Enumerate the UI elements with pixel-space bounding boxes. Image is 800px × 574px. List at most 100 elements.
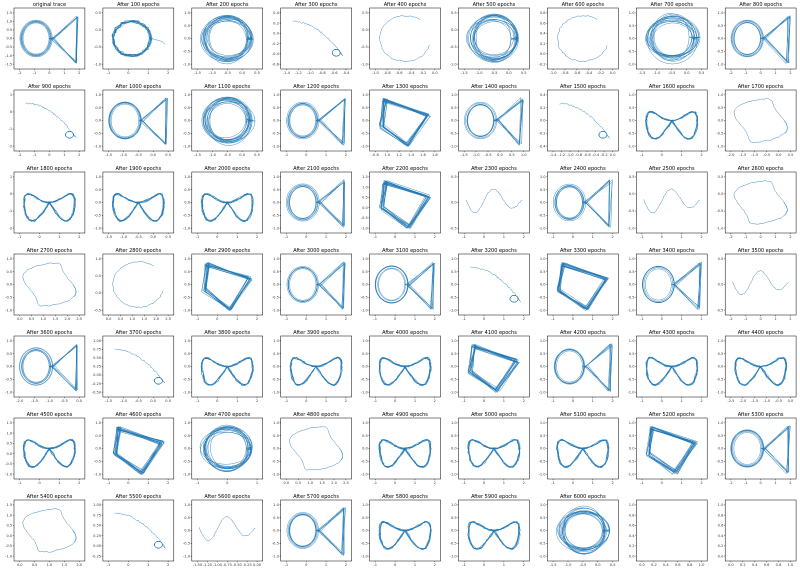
trace-line [733,180,788,225]
plot-frame [191,253,263,316]
y-tick-label: 0.0 [451,201,457,205]
y-tick-label: -0.5 [627,132,634,136]
trace-line [25,102,77,139]
x-tick-label: -2.0 [739,399,747,403]
x-tick-label: -1.25 [203,563,212,567]
trace-line [464,97,524,146]
x-tick-label: -1 [107,481,111,485]
x-tick-label: 0 [216,317,219,321]
x-tick-label: 0.8 [776,563,782,567]
y-tick-label: -0.5 [716,50,723,54]
y-tick-label: 0.0 [451,283,457,287]
y-tick-label: 1.0 [718,503,724,507]
panel-title: After 600 epochs [562,2,605,8]
x-tick-label: -1 [107,563,111,567]
subplot-panel: After 4700 epochs -1 0 1 1.0 0.5 0.0 -0.5 -1.0 [183,412,263,485]
x-tick-label: -1.0 [209,153,217,157]
y-tick-label: 0.2 [273,21,279,25]
subplot-panel: After 1600 epochs -1 0 1 2 1.0 0.5 0.0 -0.5 -1.0 [627,84,708,157]
y-tick-label: 0.4 [273,11,279,15]
x-tick-label: 0.00 [253,563,262,567]
subplot-panel: After 2400 epochs -1 0 1 2 1.0 0.5 0.0 -0.5 -1.0 [539,166,619,239]
x-tick-label: 2 [78,481,80,485]
x-tick-label: 2 [700,235,702,239]
x-tick-label: 0.0 [610,153,616,157]
subplot-panel: After 4400 epochs -2.5 -2.0 -1.5 -1.0 -0.5 0.0… [716,330,797,403]
y-tick-label: 0 [10,192,13,196]
y-tick-label: 0.4 [718,534,724,538]
y-tick-label: 0.5 [451,352,457,356]
y-tick-label: -1.0 [361,554,369,558]
y-tick-label: 1.0 [718,11,724,15]
panel-title: After 900 epochs [28,84,71,90]
x-tick-label: 1 [325,235,327,239]
y-tick-label: 1.0 [95,175,101,179]
y-tick-label: 0.5 [273,434,279,438]
x-tick-label: 1 [414,481,416,485]
y-tick-label: 0.5 [718,257,724,261]
y-tick-label: -0.5 [272,132,279,136]
panel-title: After 100 epochs [117,2,160,8]
trace-line [198,516,256,542]
y-tick-label: 0.0 [184,365,190,369]
y-tick-label: -0.5 [94,460,101,464]
x-tick-label: 0 [483,481,486,485]
trace-line [467,438,521,468]
x-tick-label: 1 [503,481,505,485]
x-tick-label: -1.0 [550,71,558,75]
x-tick-label: 0.0 [684,71,690,75]
x-tick-label: -1.0 [209,71,217,75]
y-tick-label: -0.5 [716,209,723,213]
panel-title: After 3900 epochs [293,330,339,336]
y-tick-label: 1.0 [629,503,635,507]
y-tick-label: 1.0 [184,503,190,507]
y-tick-label: -1.0 [5,308,13,312]
x-tick-label: 1 [58,235,60,239]
trace-line [201,262,253,311]
subplot-panel: After 700 epochs -1.5 -1.0 -0.5 0.0 0.5 1.0 0.5… [627,2,708,75]
y-tick-label: -1.0 [94,472,102,476]
trace-line [467,344,520,393]
panel-title: After 400 epochs [384,2,427,8]
x-tick-label: -0.50 [233,563,243,567]
x-tick-label: -2.0 [16,399,24,403]
y-tick-label: 0.0 [362,28,368,32]
x-tick-label: -1 [744,235,748,239]
panel-title: After 3000 epochs [293,248,339,254]
x-tick-label: 1.8 [432,153,438,157]
x-tick-label: 0.4 [663,563,669,567]
x-tick-label: 1 [325,399,327,403]
trace-line [374,262,435,310]
y-tick-label: -0.5 [183,50,190,54]
x-tick-label: 0.5 [29,317,35,321]
y-tick-label: 0.5 [451,270,457,274]
y-tick-label: 1.0 [540,257,546,261]
x-tick-label: -2 [729,71,733,75]
y-tick-label: -1.0 [716,472,724,476]
y-tick-label: -1.0 [627,62,635,66]
y-tick-label: 1.5 [362,175,368,179]
y-tick-label: 0.0 [273,283,279,287]
panel-title: After 1100 epochs [204,84,250,90]
panel-title: After 2800 epochs [115,248,161,254]
x-tick-label: 1.4 [408,153,414,157]
y-tick-label: -0.5 [5,462,12,466]
x-tick-label: 0.0 [106,317,112,321]
y-tick-label: 0.0 [540,529,546,533]
x-tick-label: 1 [325,153,327,157]
x-tick-label: 1 [147,563,149,567]
x-tick-label: -1 [744,71,748,75]
y-tick-label: 0.4 [540,93,546,97]
y-tick-label: -1.0 [627,144,635,148]
x-tick-label: 1 [774,317,776,321]
x-tick-label: -1 [196,317,200,321]
x-tick-label: 1 [774,481,776,485]
y-tick-label: 0.2 [629,544,635,548]
subplot-panel: After 1000 epochs -1.5 -1.0 -0.5 0.0 0.5 1.0 0.… [94,84,175,157]
x-tick-label: -1 [640,317,644,321]
x-tick-label: -0.8 [561,71,569,75]
trace-line [201,96,256,146]
y-tick-label: 1.0 [718,339,724,343]
subplot-panel: After 5300 epochs -2 -1 0 1 2 1.0 0.5 0.0 -0.5 -1.… [716,412,797,485]
y-tick-label: 0.0 [6,283,12,287]
